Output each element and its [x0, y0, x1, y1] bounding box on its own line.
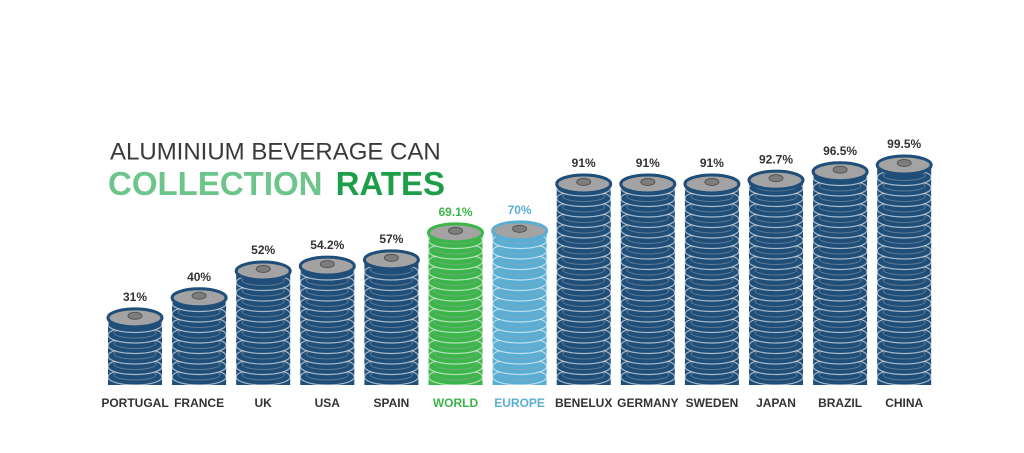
coin-tab	[704, 177, 720, 186]
value-label: 92.7%	[759, 152, 793, 166]
x-tick-label: WORLD	[433, 396, 479, 410]
value-label: 31%	[123, 290, 147, 304]
coin-tab	[512, 224, 528, 233]
value-label: 54.2%	[310, 238, 344, 252]
coin-tab	[768, 174, 784, 183]
value-label: 91%	[572, 156, 596, 170]
x-tick-label: GERMANY	[617, 396, 678, 410]
coin-tab	[383, 253, 399, 262]
coin-tab	[255, 264, 271, 273]
value-label: 70%	[508, 203, 532, 217]
coin-tab	[640, 177, 656, 186]
chart-subtitle: COLLECTION RATES	[108, 165, 445, 202]
value-label: 91%	[636, 156, 660, 170]
subtitle-part: RATES	[336, 165, 445, 202]
x-tick-label: CHINA	[885, 396, 923, 410]
subtitle-part: COLLECTION	[108, 165, 322, 202]
coin-tab	[576, 177, 592, 186]
coin-tab	[191, 291, 207, 300]
value-label: 99.5%	[887, 137, 921, 151]
x-tick-label: SWEDEN	[686, 396, 739, 410]
x-tick-label: USA	[315, 396, 341, 410]
value-label: 52%	[251, 243, 275, 257]
x-tick-label: BENELUX	[555, 396, 612, 410]
x-tick-label: FRANCE	[174, 396, 224, 410]
coin-tab	[448, 226, 463, 235]
chart-title: ALUMINIUM BEVERAGE CAN	[110, 138, 441, 165]
x-tick-label: PORTUGAL	[101, 396, 168, 410]
x-tick-label: JAPAN	[756, 396, 796, 410]
coin-tab	[896, 159, 912, 167]
coin-tab	[832, 165, 848, 174]
coin-tab	[127, 311, 143, 320]
value-label: 91%	[700, 156, 724, 170]
value-label: 69.1%	[438, 205, 472, 219]
x-tick-label: BRAZIL	[818, 396, 862, 410]
x-tick-label: EUROPE	[494, 396, 545, 410]
x-tick-label: SPAIN	[374, 396, 410, 410]
value-label: 57%	[379, 232, 403, 246]
coin-tab	[319, 260, 335, 269]
value-label: 96.5%	[823, 144, 857, 158]
value-label: 40%	[187, 270, 211, 284]
x-tick-label: UK	[255, 396, 273, 410]
